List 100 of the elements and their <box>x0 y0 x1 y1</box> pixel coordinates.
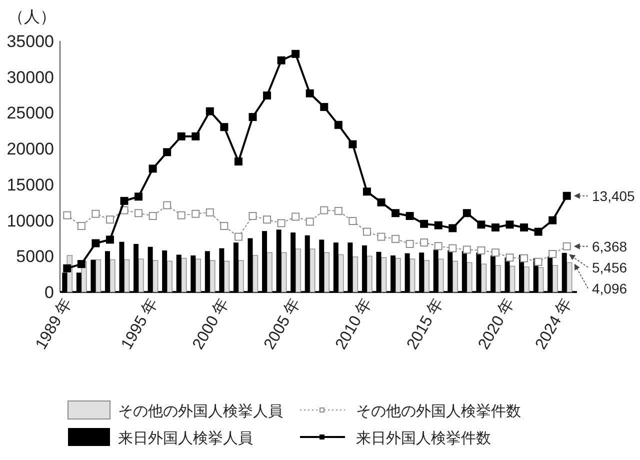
point <box>63 264 72 272</box>
bar <box>352 256 358 292</box>
point <box>192 132 200 140</box>
point <box>392 234 400 243</box>
bar <box>276 230 282 292</box>
point <box>348 140 357 148</box>
bar <box>295 248 301 292</box>
point <box>520 254 528 262</box>
bar <box>324 252 330 292</box>
bar <box>404 253 410 292</box>
point <box>462 209 471 218</box>
legend-label: その他の外国人検挙人員 <box>118 403 283 420</box>
bar <box>119 242 124 292</box>
bar <box>419 252 424 292</box>
bar <box>90 260 96 292</box>
legend-label: その他の外国人検挙件数 <box>356 403 521 420</box>
bar <box>138 258 144 292</box>
point <box>434 221 442 230</box>
bar <box>290 232 296 292</box>
point <box>148 164 157 173</box>
point <box>206 208 214 216</box>
point <box>248 212 257 220</box>
bar <box>148 246 153 292</box>
data-label: 5,456 <box>592 259 628 276</box>
bar <box>224 260 230 292</box>
bar <box>219 248 224 292</box>
data-label: 13,405 <box>592 188 636 204</box>
bar <box>204 251 210 292</box>
data-label: 4,096 <box>592 280 628 296</box>
point <box>134 209 143 218</box>
bar <box>333 242 338 292</box>
point <box>392 209 400 218</box>
point <box>306 218 314 226</box>
point <box>348 217 357 226</box>
point <box>448 244 457 252</box>
point <box>106 236 114 244</box>
point <box>534 258 542 266</box>
y-tick-label: 20000 <box>6 140 54 159</box>
bar <box>366 256 372 292</box>
point <box>491 248 500 257</box>
y-tick-label: 10000 <box>6 211 54 230</box>
point <box>362 228 371 236</box>
point <box>77 260 86 268</box>
bar <box>348 242 353 292</box>
bar <box>476 252 482 292</box>
bar <box>134 244 139 292</box>
bar <box>338 254 344 292</box>
point <box>220 222 228 230</box>
point <box>263 216 272 224</box>
point <box>263 92 272 100</box>
bar <box>376 252 382 292</box>
point <box>63 211 72 220</box>
bar <box>304 235 310 292</box>
point <box>192 210 200 218</box>
bar <box>95 259 102 292</box>
point <box>92 239 100 248</box>
point <box>448 224 457 232</box>
point <box>77 222 86 230</box>
point <box>163 201 172 210</box>
point <box>334 120 342 129</box>
bar <box>262 231 268 292</box>
point <box>306 89 314 98</box>
point <box>520 223 528 232</box>
point <box>220 123 228 132</box>
point <box>434 242 442 250</box>
point <box>548 250 557 258</box>
point <box>562 242 571 250</box>
point <box>334 206 342 215</box>
point <box>320 102 328 111</box>
data-label: 6,368 <box>592 238 628 254</box>
bar <box>162 250 168 292</box>
point <box>548 216 557 224</box>
point <box>148 212 157 220</box>
point <box>506 220 514 229</box>
point <box>406 212 414 220</box>
bar <box>452 260 458 292</box>
y-tick-label: 30000 <box>6 68 54 87</box>
point <box>320 206 328 214</box>
point <box>406 240 414 248</box>
bar <box>176 254 182 292</box>
point <box>420 220 428 228</box>
point <box>477 220 486 229</box>
point <box>562 192 571 200</box>
bar <box>462 251 467 292</box>
y-axis-title: （人） <box>8 9 56 26</box>
point <box>234 157 242 166</box>
y-tick-label: 5000 <box>16 247 54 266</box>
bar <box>552 265 558 292</box>
point <box>491 223 500 232</box>
bar <box>110 259 116 292</box>
point <box>163 148 172 156</box>
bar <box>490 255 496 292</box>
point <box>420 238 428 247</box>
point <box>292 50 300 58</box>
legend-label: 来日外国人検挙件数 <box>356 430 491 447</box>
y-tick-label: 35000 <box>6 32 54 51</box>
point <box>92 210 100 218</box>
y-tick-label: 15000 <box>6 175 54 194</box>
bar <box>248 238 253 292</box>
point <box>177 211 186 220</box>
